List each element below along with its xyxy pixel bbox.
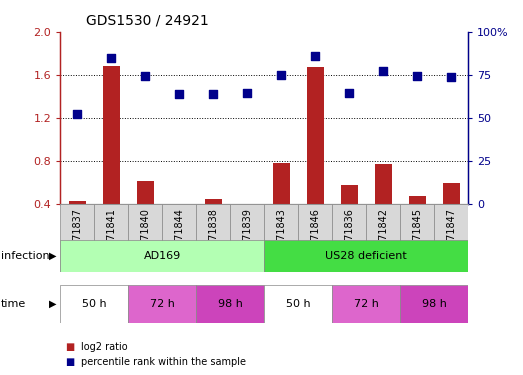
Text: GSM71838: GSM71838 <box>208 208 218 261</box>
Text: 72 h: 72 h <box>354 299 379 309</box>
Bar <box>408 196 426 204</box>
Bar <box>374 165 392 204</box>
Text: 72 h: 72 h <box>150 299 175 309</box>
Bar <box>332 204 366 272</box>
Text: GSM71841: GSM71841 <box>106 208 116 261</box>
Bar <box>442 183 460 204</box>
Text: 50 h: 50 h <box>82 299 107 309</box>
Bar <box>400 285 468 322</box>
Bar <box>196 285 264 322</box>
Text: GSM71845: GSM71845 <box>412 208 422 261</box>
Text: GSM71847: GSM71847 <box>446 208 456 261</box>
Bar <box>272 164 290 204</box>
Bar <box>196 204 230 272</box>
Text: ▶: ▶ <box>49 299 56 309</box>
Bar <box>128 204 162 272</box>
Bar <box>306 68 324 204</box>
Point <box>107 55 116 61</box>
Bar <box>69 201 86 204</box>
Text: percentile rank within the sample: percentile rank within the sample <box>81 357 246 367</box>
Point <box>73 111 82 117</box>
Bar <box>264 204 298 272</box>
Text: GSM71840: GSM71840 <box>140 208 150 261</box>
Bar <box>204 199 222 204</box>
Point <box>277 72 286 78</box>
Bar <box>230 204 264 272</box>
Bar <box>162 204 196 272</box>
Bar <box>238 204 256 207</box>
Point <box>209 92 218 98</box>
Text: ■: ■ <box>65 357 75 367</box>
Bar <box>170 204 188 207</box>
Bar <box>340 185 358 204</box>
Bar <box>332 285 400 322</box>
Text: GSM71843: GSM71843 <box>276 208 286 261</box>
Point <box>447 74 456 80</box>
Bar <box>400 204 434 272</box>
Text: 98 h: 98 h <box>422 299 447 309</box>
Text: US28 deficient: US28 deficient <box>325 251 407 261</box>
Text: log2 ratio: log2 ratio <box>81 342 128 352</box>
Point <box>243 90 252 96</box>
Point <box>379 68 388 74</box>
Text: infection: infection <box>1 251 50 261</box>
Bar <box>103 66 120 204</box>
Bar <box>60 240 264 272</box>
Text: GSM71837: GSM71837 <box>72 208 82 261</box>
Bar <box>298 204 332 272</box>
Text: ■: ■ <box>65 342 75 352</box>
Text: GSM71846: GSM71846 <box>310 208 320 261</box>
Point <box>345 90 354 96</box>
Bar <box>264 240 468 272</box>
Text: GSM71844: GSM71844 <box>174 208 184 261</box>
Bar <box>264 285 332 322</box>
Bar <box>366 204 400 272</box>
Bar <box>137 181 154 204</box>
Text: GSM71836: GSM71836 <box>344 208 354 261</box>
Text: ▶: ▶ <box>49 251 56 261</box>
Point <box>413 73 422 79</box>
Text: 50 h: 50 h <box>286 299 311 309</box>
Text: 98 h: 98 h <box>218 299 243 309</box>
Text: GDS1530 / 24921: GDS1530 / 24921 <box>86 13 209 27</box>
Bar <box>434 204 468 272</box>
Text: GSM71839: GSM71839 <box>242 208 252 261</box>
Bar <box>60 204 94 272</box>
Bar <box>94 204 128 272</box>
Point <box>175 92 184 98</box>
Bar <box>128 285 196 322</box>
Text: AD169: AD169 <box>143 251 181 261</box>
Point <box>311 53 320 58</box>
Bar <box>60 285 128 322</box>
Text: GSM71842: GSM71842 <box>378 208 388 261</box>
Point <box>141 73 150 79</box>
Text: time: time <box>1 299 26 309</box>
